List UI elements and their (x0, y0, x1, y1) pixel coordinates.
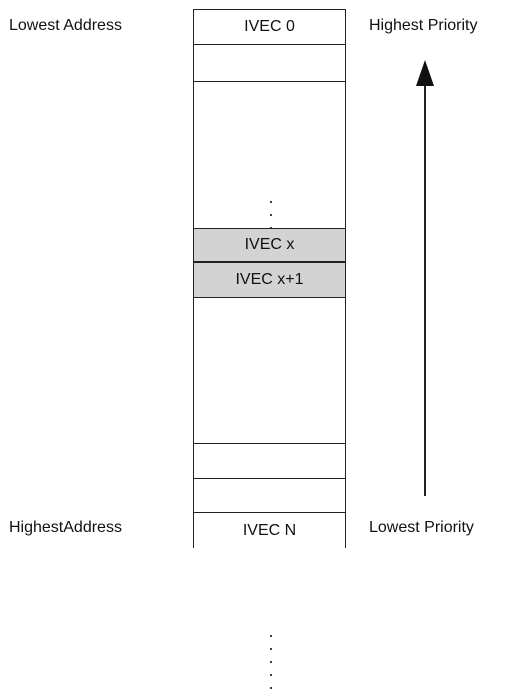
vector-cell-empty-upper (193, 44, 346, 81)
interrupt-vector-priority-diagram: Lowest Address Highest Priority HighestA… (9, 9, 478, 696)
lowest-address-label: Lowest Address (9, 17, 122, 34)
vector-cell-empty-lower-1 (193, 443, 346, 478)
vector-cell-ivec-0: IVEC 0 (193, 9, 346, 44)
vector-cell-ivec-n: IVEC N (193, 512, 346, 548)
priority-arrow (416, 60, 434, 496)
highest-address-label: HighestAddress (9, 519, 122, 536)
highest-priority-label: Highest Priority (369, 17, 478, 34)
vector-cell-ivec-x-plus-1: IVEC x+1 (193, 262, 346, 298)
vector-cell-ivec-x: IVEC x (193, 228, 346, 262)
lowest-priority-label: Lowest Priority (369, 519, 474, 536)
vector-cell-empty-lower-2 (193, 478, 346, 512)
vector-table-column: IVEC 0 ····· IVEC x IVEC x+1 ····· IVEC … (193, 9, 346, 696)
vector-cell-gap-upper: ····· (193, 81, 346, 262)
vector-cell-gap-lower: · · · · · (193, 298, 346, 696)
priority-arrow-head (416, 60, 434, 86)
vertical-ellipsis-lower: · · · · · (268, 625, 274, 697)
